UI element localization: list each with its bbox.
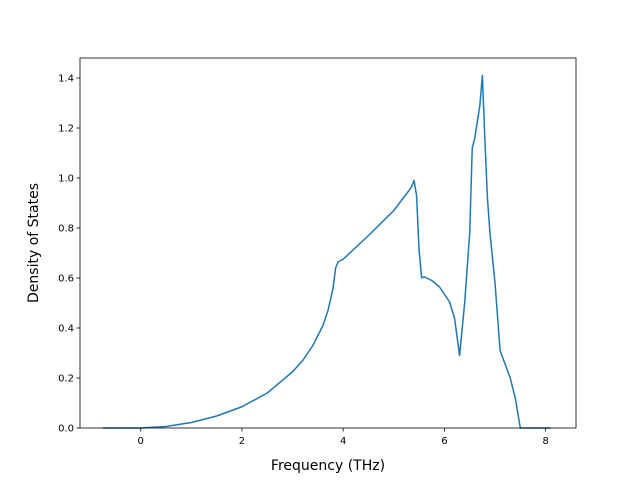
y-tick-label: 0.8 — [58, 224, 74, 235]
x-tick-label: 2 — [239, 436, 245, 447]
x-tick-label: 8 — [542, 436, 548, 447]
y-tick-label: 0.2 — [58, 374, 74, 385]
y-axis-label: Density of States — [26, 183, 42, 303]
y-tick-label: 0.6 — [58, 274, 74, 285]
series-line-0 — [102, 74, 551, 429]
x-tick-label: 6 — [441, 436, 447, 447]
y-axis-ticks: 0.0 0.2 0.4 0.6 0.8 1.0 1.2 1.4 — [58, 74, 80, 435]
x-axis-ticks: 0 2 4 6 8 — [138, 428, 549, 447]
y-tick-label: 0.0 — [58, 424, 74, 435]
plot-area — [80, 58, 576, 428]
y-tick-label: 0.4 — [58, 324, 74, 335]
y-tick-label: 1.2 — [58, 124, 74, 135]
y-tick-label: 1.4 — [58, 74, 74, 85]
series-layer — [102, 74, 551, 429]
y-tick-label: 1.0 — [58, 174, 74, 185]
x-tick-label: 0 — [138, 436, 144, 447]
x-tick-label: 4 — [340, 436, 346, 447]
plot-frame — [79, 57, 577, 429]
x-axis-label: Frequency (THz) — [271, 458, 385, 474]
